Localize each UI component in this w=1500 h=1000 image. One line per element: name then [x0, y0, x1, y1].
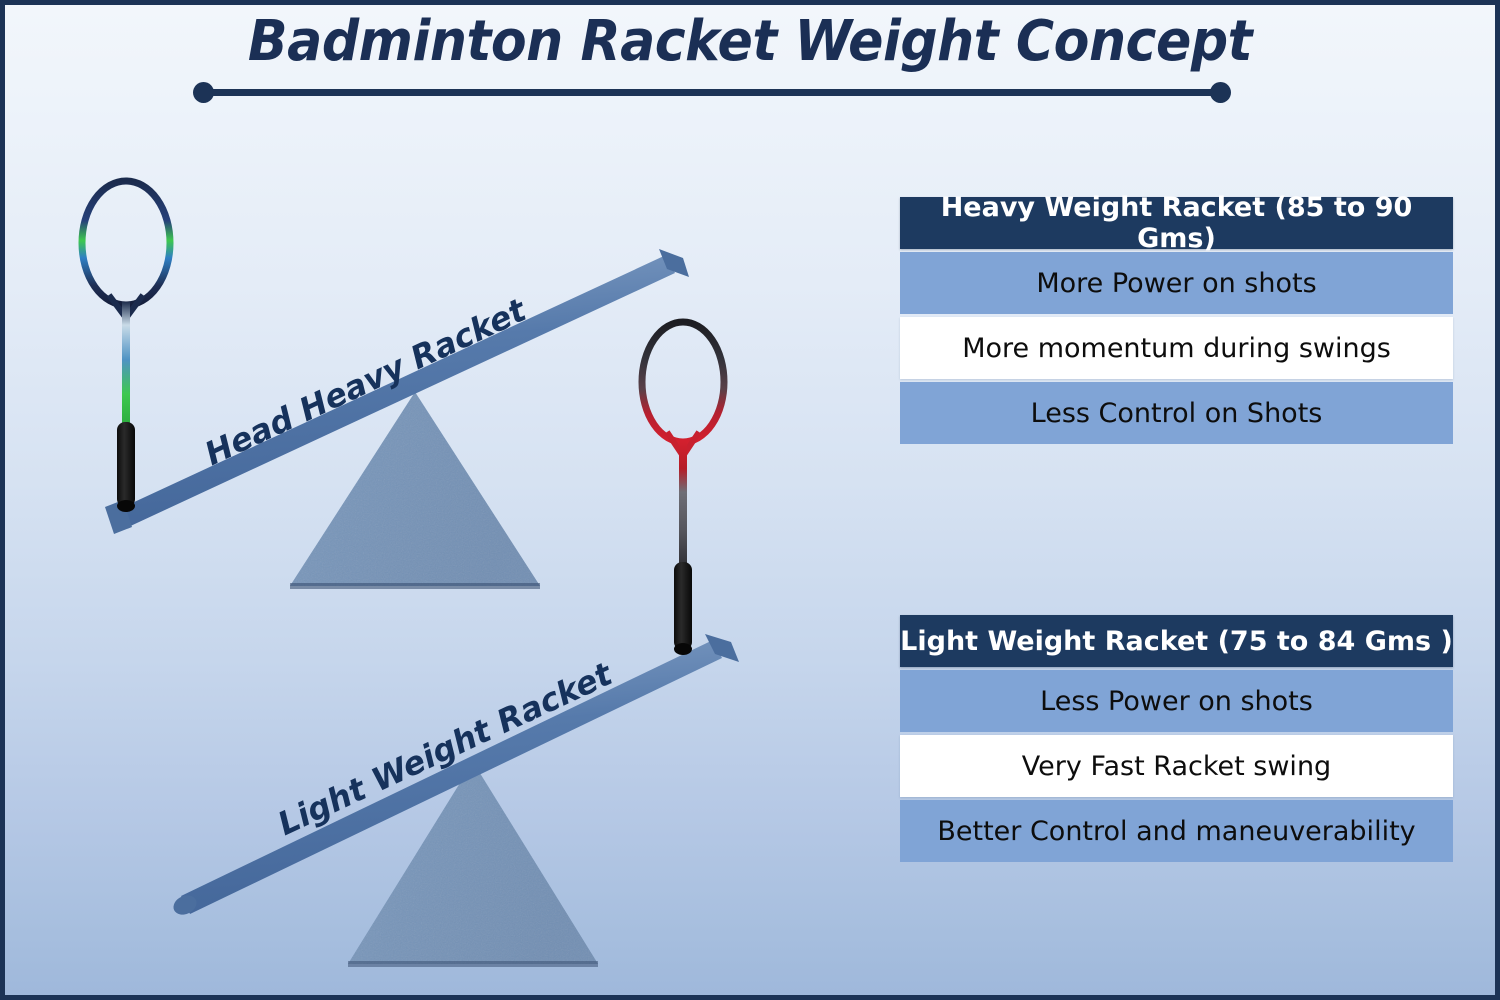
head-heavy-racket-image: [78, 177, 174, 512]
light-weight-racket-table: Light Weight Racket (75 to 84 Gms ) Less…: [900, 615, 1453, 862]
page-title: Badminton Racket Weight Concept: [247, 9, 1253, 74]
heavy-weight-racket-table: Heavy Weight Racket (85 to 90 Gms) More …: [900, 192, 1453, 444]
light-table-header: Light Weight Racket (75 to 84 Gms ): [900, 615, 1453, 667]
light-table-row-3: Better Control and maneuverability: [900, 800, 1453, 862]
light-weight-racket-image: [638, 318, 728, 655]
light-table-row-2: Very Fast Racket swing: [900, 735, 1453, 797]
page-title-block: Badminton Racket Weight Concept: [5, 9, 1495, 74]
heavy-table-row-2: More momentum during swings: [900, 317, 1453, 379]
heavy-table-row-1: More Power on shots: [900, 252, 1453, 314]
heavy-table-header: Heavy Weight Racket (85 to 90 Gms): [900, 192, 1453, 254]
top-fulcrum-triangle: [290, 392, 540, 589]
bottom-fulcrum-triangle: [348, 762, 598, 967]
light-table-row-1: Less Power on shots: [900, 670, 1453, 732]
title-underline-rule: [193, 82, 1231, 103]
heavy-table-row-3: Less Control on Shots: [900, 382, 1453, 444]
bottom-seesaw-beam: [173, 634, 739, 915]
